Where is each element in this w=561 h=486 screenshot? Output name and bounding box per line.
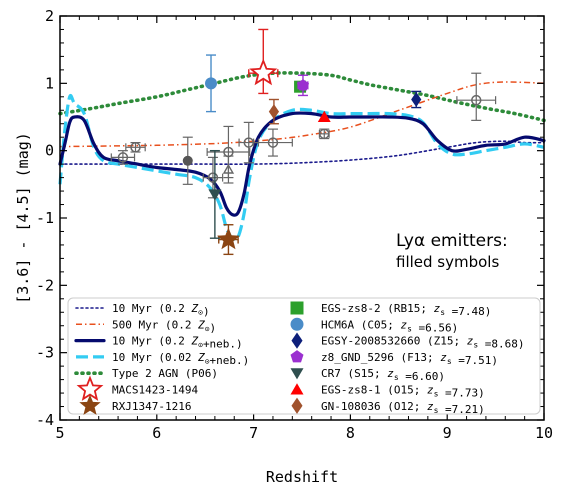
points-layer bbox=[110, 28, 497, 256]
point-o15 bbox=[317, 110, 331, 122]
gray-point-0 bbox=[182, 155, 193, 166]
legend-box bbox=[67, 297, 541, 415]
y-tick-label: 2 bbox=[45, 7, 54, 25]
point-o12 bbox=[268, 104, 280, 120]
legend-swatch-o15 bbox=[290, 383, 304, 395]
y-tick-label: -2 bbox=[36, 276, 54, 294]
y-axis-label: [3.6] - [4.5] (mag) bbox=[14, 132, 32, 304]
series-line-agn bbox=[58, 71, 546, 123]
annotation-line2: filled symbols bbox=[396, 253, 499, 271]
legend-swatch-rxj bbox=[79, 394, 101, 415]
point-f13 bbox=[297, 79, 309, 91]
legend-label-o15: EGS-zs8-1 (O15; zs =7.73) bbox=[321, 384, 485, 400]
legend-swatch-f13 bbox=[290, 350, 304, 363]
legend-label-rb15: EGS-zs8-2 (RB15; zs =7.48) bbox=[321, 302, 491, 318]
open-point-8 bbox=[470, 94, 482, 106]
series-line-neb02 bbox=[58, 111, 546, 217]
open-point-6 bbox=[267, 137, 279, 148]
x-tick-label: 10 bbox=[535, 424, 553, 442]
x-tick-label: 6 bbox=[152, 424, 161, 442]
y-tick-label: -3 bbox=[36, 344, 54, 362]
legend-items: 10 Myr (0.2 Z⊙)500 Myr (0.2 Z⊙)10 Myr (0… bbox=[74, 301, 525, 416]
legend-label-macs: MACS1423-1494 bbox=[112, 384, 198, 397]
point-s15 bbox=[208, 189, 222, 201]
open-point-1 bbox=[130, 142, 141, 153]
x-tick-label: 8 bbox=[346, 424, 355, 442]
series-line-neb002 bbox=[58, 93, 545, 242]
legend-label-s15: CR7 (S15; zs =6.60) bbox=[321, 367, 445, 383]
legend-label-z15: EGSY-2008532660 (Z15; zs =8.68) bbox=[321, 335, 525, 351]
legend-label-neb002: 10 Myr (0.02 Z⊙+neb.) bbox=[112, 351, 249, 367]
x-tick-label: 5 bbox=[55, 424, 64, 442]
curves-layer bbox=[58, 71, 546, 242]
x-tick-label: 9 bbox=[443, 424, 452, 442]
open-point-0 bbox=[117, 152, 129, 163]
legend-swatch-c05 bbox=[290, 317, 304, 331]
x-axis-label: Redshift bbox=[266, 468, 338, 486]
legend-swatch-z15 bbox=[291, 332, 303, 349]
annotation-line1: Lyα emitters: bbox=[396, 231, 508, 251]
open-point-7 bbox=[319, 128, 330, 140]
y-tick-label: -1 bbox=[36, 209, 54, 227]
y-tick-label: 1 bbox=[45, 74, 54, 92]
legend-label-myr10_02: 10 Myr (0.2 Z⊙) bbox=[112, 302, 210, 318]
annotation: Lyα emitters: filled symbols bbox=[396, 231, 508, 271]
x-tick-label: 7 bbox=[249, 424, 258, 442]
legend: 10 Myr (0.2 Z⊙)500 Myr (0.2 Z⊙)10 Myr (0… bbox=[67, 297, 541, 416]
legend-swatch-o12 bbox=[291, 397, 303, 414]
series-line-myr500 bbox=[59, 81, 545, 148]
y-tick-label: -4 bbox=[36, 411, 54, 429]
legend-label-myr500: 500 Myr (0.2 Z⊙) bbox=[112, 318, 216, 334]
legend-label-neb02: 10 Myr (0.2 Z⊙+neb.) bbox=[112, 335, 243, 351]
point-rxj bbox=[217, 227, 240, 250]
open-point-4 bbox=[223, 146, 234, 158]
legend-label-f13: z8_GND_5296 (F13; zs =7.51) bbox=[321, 351, 498, 367]
legend-swatch-s15 bbox=[290, 368, 304, 380]
legend-label-rxj: RXJ1347-1216 bbox=[112, 400, 191, 413]
point-z15 bbox=[411, 91, 422, 107]
point-c05 bbox=[205, 77, 218, 90]
legend-label-agn: Type 2 AGN (P06) bbox=[112, 367, 218, 380]
legend-label-o12: GN-108036 (O12; zs =7.21) bbox=[321, 400, 485, 416]
legend-label-c05: HCM6A (C05; zs =6.56) bbox=[321, 318, 458, 334]
y-tick-label: 0 bbox=[45, 142, 54, 160]
legend-swatch-rb15 bbox=[290, 301, 304, 315]
series-line-myr10_02 bbox=[59, 140, 545, 166]
point-macs bbox=[249, 58, 278, 86]
open-point-2 bbox=[207, 172, 219, 183]
